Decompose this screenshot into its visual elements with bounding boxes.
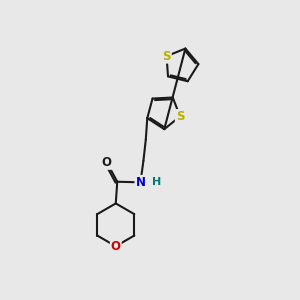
Text: O: O <box>111 240 121 253</box>
Text: N: N <box>135 176 146 189</box>
Text: O: O <box>102 156 112 169</box>
Text: S: S <box>176 110 184 123</box>
Text: S: S <box>162 50 171 63</box>
Text: H: H <box>152 177 161 187</box>
